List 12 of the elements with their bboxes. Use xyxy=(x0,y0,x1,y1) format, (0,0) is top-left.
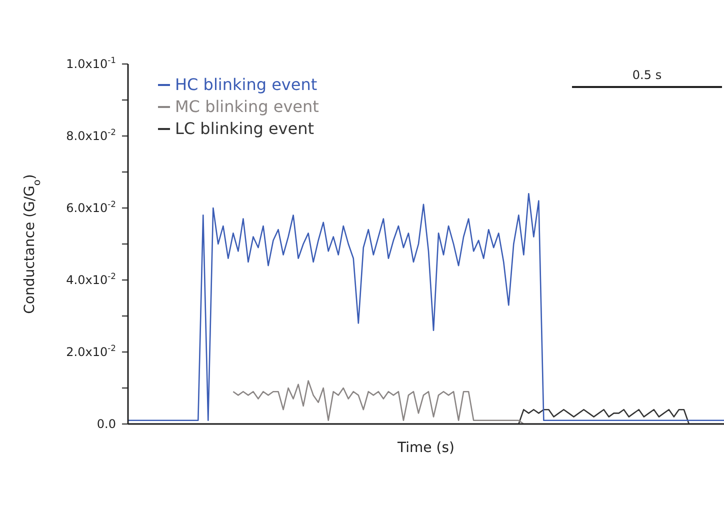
y-tick-label: 0.0 xyxy=(96,417,116,431)
y-tick-label: 4.0x10$^{-2}$ xyxy=(66,271,116,287)
x-axis-title: Time (s) xyxy=(396,440,454,456)
legend-label: LC blinking event xyxy=(174,118,316,140)
legend-label: HC blinking event xyxy=(174,74,318,96)
y-tick-label: 2.0x10$^{-2}$ xyxy=(66,343,116,359)
legend-label: MC blinking event xyxy=(174,96,319,118)
line-series xyxy=(127,192,724,422)
y-tick-label: 8.0x10$^{-2}$ xyxy=(66,127,116,143)
y-tick-label: 6.0x10$^{-2}$ xyxy=(66,199,116,215)
y-tick-label: 1.0x10$^{-1}$ xyxy=(66,55,116,71)
scale-ruler: 0.5 s xyxy=(572,68,722,88)
